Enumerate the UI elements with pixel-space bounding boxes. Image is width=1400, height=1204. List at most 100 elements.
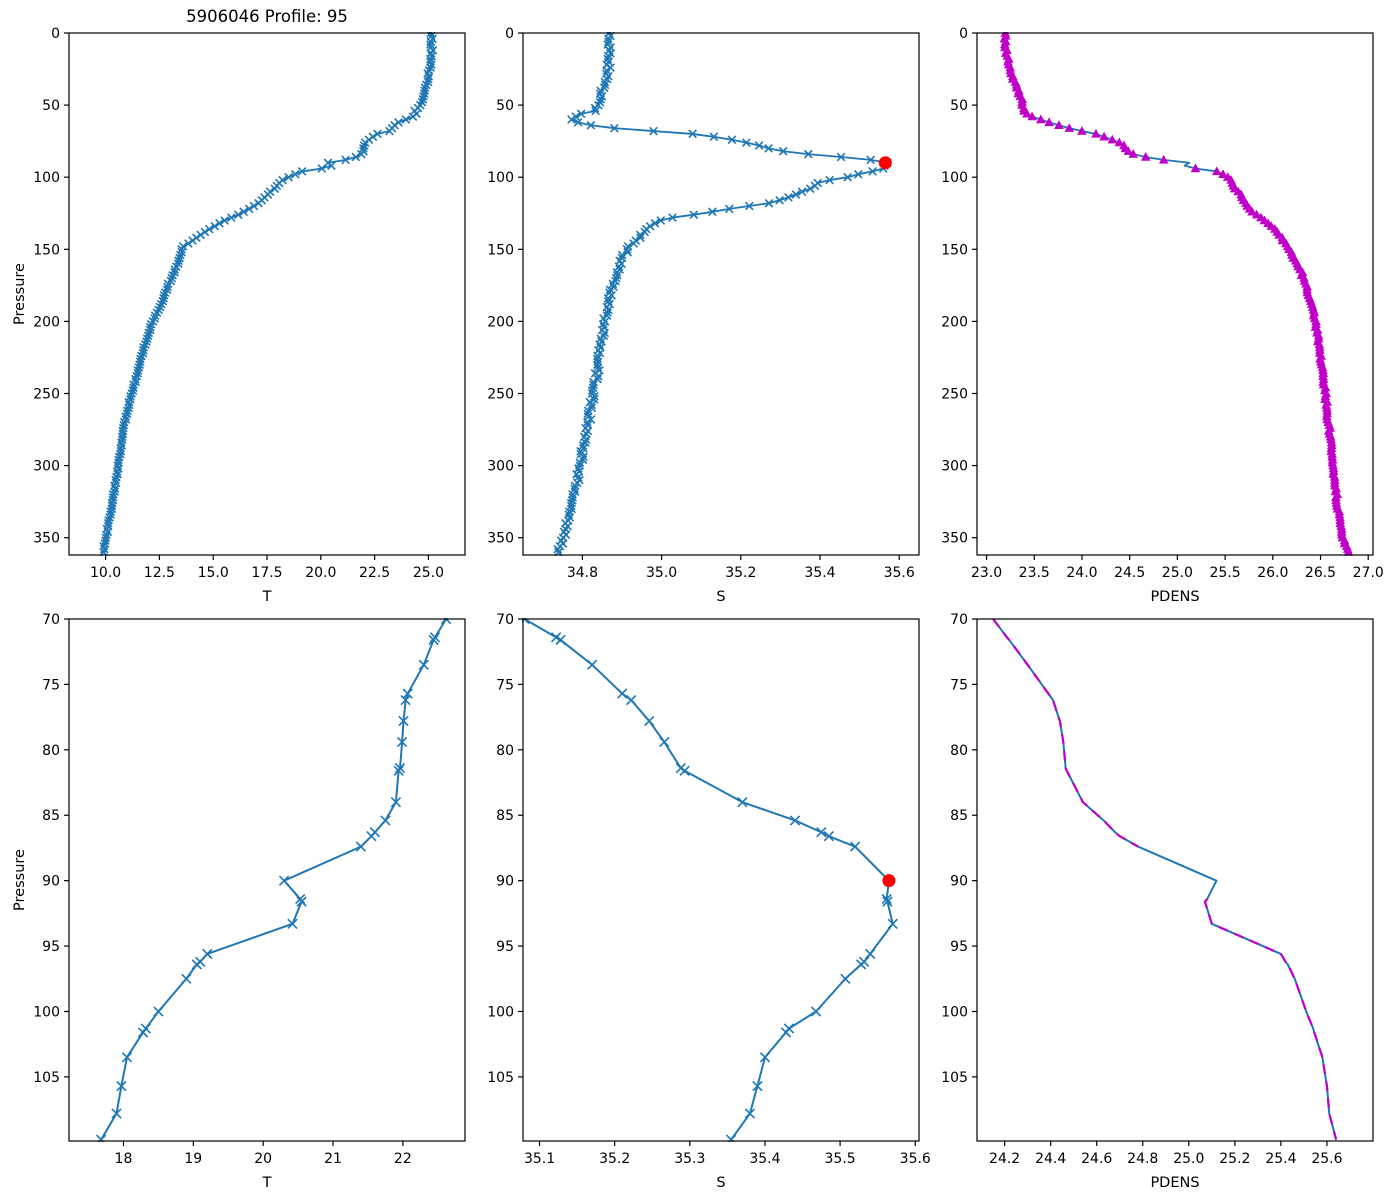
x-tick-label: 17.5 bbox=[251, 565, 282, 581]
y-axis-S-zoom: 70 75 80 85 90 95 100 105 bbox=[487, 612, 523, 1086]
y-tick-label: 300 bbox=[941, 459, 968, 475]
y-tick-label: 350 bbox=[487, 531, 514, 547]
panel-PDENS-zoom: 24.2 24.4 24.6 24.8 25.0 25.2 25.4 25.6 70 75 80 85… bbox=[941, 612, 1374, 1191]
plot-area-PDENS-full bbox=[999, 32, 1354, 556]
y-tick-label: 85 bbox=[496, 808, 514, 824]
y-axis-S-full: 0 50 100 150 200 250 300 350 bbox=[487, 26, 523, 547]
y-tick-label: 50 bbox=[42, 98, 60, 114]
y-axis-label: Pressure bbox=[12, 849, 28, 911]
y-tick-label: 350 bbox=[33, 531, 60, 547]
x-tick-label: 10.0 bbox=[90, 565, 121, 581]
x-tick-label: 18 bbox=[115, 1151, 133, 1167]
figure-title: 5906046 Profile: 95 bbox=[186, 7, 348, 26]
x-axis-S-zoom: 35.1 35.2 35.3 35.4 35.5 35.6 bbox=[524, 1141, 931, 1167]
plot-area-S-full bbox=[553, 32, 892, 556]
y-tick-label: 200 bbox=[487, 314, 514, 330]
panel-S-zoom: 35.1 35.2 35.3 35.4 35.5 35.6 70 75 80 85 90 95 100 1… bbox=[487, 612, 931, 1191]
x-tick-label: 23.0 bbox=[971, 565, 1002, 581]
x-tick-label: 12.5 bbox=[144, 565, 175, 581]
x-tick-label: 26.0 bbox=[1257, 565, 1288, 581]
x-tick-label: 23.5 bbox=[1019, 565, 1050, 581]
y-tick-label: 95 bbox=[42, 939, 60, 955]
x-tick-label: 26.5 bbox=[1305, 565, 1336, 581]
x-tick-label: 25.2 bbox=[1219, 1151, 1250, 1167]
x-axis-PDENS-full: 23.0 23.5 24.0 24.5 25.0 25.5 26.0 26.5 27.0 bbox=[971, 555, 1384, 581]
y-tick-label: 100 bbox=[487, 170, 514, 186]
x-axis-label: S bbox=[716, 1175, 725, 1191]
y-tick-label: 90 bbox=[42, 874, 60, 890]
x-tick-label: 35.5 bbox=[825, 1151, 856, 1167]
x-tick-label: 20 bbox=[254, 1151, 272, 1167]
axes-frame bbox=[522, 32, 920, 556]
y-tick-label: 100 bbox=[941, 170, 968, 186]
x-axis-T-zoom: 18 19 20 21 22 bbox=[115, 1141, 412, 1167]
panel-S-full: 34.8 35.0 35.2 35.4 35.6 0 50 100 150 200 250 300 35… bbox=[487, 26, 920, 605]
y-tick-label: 75 bbox=[496, 677, 514, 693]
y-tick-label: 250 bbox=[33, 386, 60, 402]
x-tick-label: 24.8 bbox=[1127, 1151, 1158, 1167]
adjusted-pdens-dashed-segment-0 bbox=[992, 618, 1139, 848]
x-axis-label: S bbox=[716, 589, 725, 605]
x-tick-label: 19 bbox=[184, 1151, 202, 1167]
x-tick-label: 22 bbox=[394, 1151, 412, 1167]
x-axis-T-full: 10.0 12.5 15.0 17.5 20.0 22.5 25.0 bbox=[90, 555, 444, 581]
flagged-point-marker bbox=[878, 156, 892, 170]
x-tick-label: 25.6 bbox=[1311, 1151, 1342, 1167]
adjusted-pdens-dashed-segment-1 bbox=[1203, 898, 1338, 1140]
x-tick-label: 20.0 bbox=[305, 565, 336, 581]
y-tick-label: 150 bbox=[33, 242, 60, 258]
x-tick-label: 27.0 bbox=[1353, 565, 1384, 581]
y-tick-label: 90 bbox=[950, 874, 968, 890]
x-tick-label: 25.5 bbox=[1210, 565, 1241, 581]
x-tick-label: 35.4 bbox=[804, 565, 835, 581]
y-tick-label: 150 bbox=[487, 242, 514, 258]
x-tick-label: 35.6 bbox=[900, 1151, 931, 1167]
y-tick-label: 200 bbox=[941, 314, 968, 330]
panel-T-zoom: 18 19 20 21 22 70 75 80 85 90 95 100 105 T Pressure bbox=[12, 612, 466, 1191]
y-axis-PDENS-full: 0 50 100 150 200 250 300 350 bbox=[941, 26, 977, 547]
x-tick-label: 25.0 bbox=[413, 565, 444, 581]
y-tick-label: 80 bbox=[496, 743, 514, 759]
y-tick-label: 80 bbox=[42, 743, 60, 759]
y-tick-label: 0 bbox=[505, 26, 514, 42]
y-tick-label: 95 bbox=[496, 939, 514, 955]
axes-frame bbox=[976, 32, 1374, 556]
x-axis-PDENS-zoom: 24.2 24.4 24.6 24.8 25.0 25.2 25.4 25.6 bbox=[989, 1141, 1343, 1167]
y-tick-label: 150 bbox=[941, 242, 968, 258]
y-tick-label: 50 bbox=[496, 98, 514, 114]
x-tick-label: 35.4 bbox=[749, 1151, 780, 1167]
y-tick-label: 105 bbox=[33, 1070, 60, 1086]
y-tick-label: 200 bbox=[33, 314, 60, 330]
y-tick-label: 250 bbox=[941, 386, 968, 402]
panel-T-full: 10.0 12.5 15.0 17.5 20.0 22.5 25.0 0 50 100 150 200… bbox=[12, 7, 466, 605]
x-axis-label: PDENS bbox=[1150, 1175, 1199, 1191]
x-axis-label: T bbox=[262, 1175, 272, 1191]
y-tick-label: 0 bbox=[959, 26, 968, 42]
x-tick-label: 24.0 bbox=[1066, 565, 1097, 581]
y-tick-label: 350 bbox=[941, 531, 968, 547]
y-tick-label: 100 bbox=[33, 1004, 60, 1020]
y-tick-label: 300 bbox=[33, 459, 60, 475]
y-tick-label: 250 bbox=[487, 386, 514, 402]
x-tick-label: 35.2 bbox=[599, 1151, 630, 1167]
y-tick-label: 300 bbox=[487, 459, 514, 475]
y-tick-label: 105 bbox=[487, 1070, 514, 1086]
y-tick-label: 70 bbox=[950, 612, 968, 628]
y-tick-label: 0 bbox=[51, 26, 60, 42]
profile-line-pdens bbox=[992, 618, 1338, 1140]
x-tick-label: 21 bbox=[324, 1151, 342, 1167]
x-tick-label: 24.2 bbox=[989, 1151, 1020, 1167]
flagged-point-marker bbox=[882, 874, 896, 888]
plot-area-S-zoom bbox=[522, 618, 898, 1142]
y-tick-label: 75 bbox=[42, 677, 60, 693]
y-tick-label: 105 bbox=[941, 1070, 968, 1086]
y-tick-label: 100 bbox=[487, 1004, 514, 1020]
x-tick-label: 35.1 bbox=[524, 1151, 555, 1167]
y-tick-label: 85 bbox=[42, 808, 60, 824]
y-tick-label: 85 bbox=[950, 808, 968, 824]
plot-area-PDENS-zoom bbox=[992, 618, 1338, 1140]
x-tick-label: 35.2 bbox=[725, 565, 756, 581]
y-tick-label: 70 bbox=[496, 612, 514, 628]
